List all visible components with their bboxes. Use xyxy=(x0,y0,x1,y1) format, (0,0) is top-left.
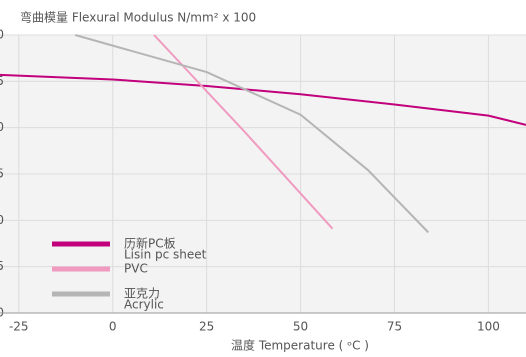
y-tick-label: 25 xyxy=(0,74,4,88)
y-tick-label: 5 xyxy=(0,259,4,273)
x-tick-label: 25 xyxy=(199,320,214,334)
legend-sublabel: Acrylic xyxy=(124,298,164,312)
y-tick-label: 15 xyxy=(0,167,4,181)
line xyxy=(74,34,430,234)
y-tick-label: 10 xyxy=(0,213,4,227)
legend-sublabel: Lisin pc sheet xyxy=(124,248,207,262)
legend-label: 亚克力 xyxy=(124,287,160,301)
line xyxy=(0,73,526,126)
x-tick-label: 0 xyxy=(109,320,117,334)
y-tick-label: 20 xyxy=(0,120,4,134)
y-tick-label: 30 xyxy=(0,28,4,42)
x-tick-label: 50 xyxy=(293,320,308,334)
chart-title: 弯曲模量 Flexural Modulus N/mm² x 100 xyxy=(20,10,256,25)
legend-label: 历新PC板 xyxy=(124,236,176,251)
x-tick-label: 75 xyxy=(387,320,402,334)
legend-label: PVC xyxy=(124,262,148,276)
line xyxy=(153,34,334,230)
x-axis-label: 温度 Temperature ( ᵒC ) xyxy=(231,338,369,353)
x-tick-label: 100 xyxy=(477,320,500,334)
x-tick-label: -25 xyxy=(9,320,29,334)
